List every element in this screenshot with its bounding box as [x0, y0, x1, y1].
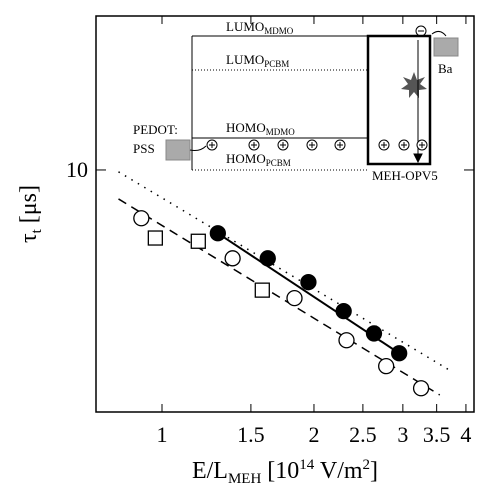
fit-line — [118, 198, 441, 396]
data-point — [412, 380, 430, 397]
plot-frame — [95, 15, 475, 413]
inset-label: MEH-OPV5 — [372, 168, 438, 183]
x-tick-label: 1 — [157, 422, 168, 447]
data-point — [259, 250, 276, 267]
inset-label: PSS — [133, 141, 155, 156]
data-point — [224, 250, 241, 267]
data-point — [365, 325, 383, 342]
data-point — [286, 289, 303, 307]
meh-box — [366, 34, 432, 166]
exciton-star — [401, 72, 427, 98]
y-tick-label: 10 — [66, 157, 88, 182]
x-tick-label: 3.5 — [423, 422, 451, 447]
electron — [415, 25, 427, 37]
data-point — [335, 302, 352, 320]
data-point — [133, 210, 150, 227]
data-point — [391, 345, 408, 362]
data-point — [254, 282, 270, 298]
y-axis-title: τt [μs] — [16, 185, 45, 243]
inset-label: HOMOPCBM — [226, 151, 291, 168]
inset-label: Ba — [438, 61, 453, 76]
inset-label: HOMOMDMO — [226, 120, 295, 137]
data-point — [190, 233, 206, 249]
data-point — [378, 358, 395, 375]
x-tick-label: 4 — [460, 422, 471, 447]
inset-label: LUMOMDMO — [226, 19, 294, 36]
inset-diagram — [165, 25, 459, 171]
x-axis-title: E/LMEH [1014 V/m2] — [192, 457, 378, 487]
x-tick-label: 3 — [397, 422, 408, 447]
arrow — [431, 30, 447, 37]
fit-line — [118, 171, 451, 372]
arrow — [189, 145, 207, 151]
ba-electrode — [433, 37, 459, 57]
data-point — [209, 225, 226, 242]
inset-label: PEDOT: — [133, 122, 178, 137]
data-point — [338, 332, 355, 349]
x-tick-label: 2.5 — [349, 422, 377, 447]
data-point — [147, 230, 163, 246]
x-tick-label: 1.5 — [237, 422, 265, 447]
pedot-electrode — [165, 139, 191, 161]
data-point — [300, 274, 317, 291]
x-tick-label: 2 — [308, 422, 319, 447]
inset-label: LUMOPCBM — [226, 52, 289, 69]
arrow-head — [413, 153, 423, 164]
